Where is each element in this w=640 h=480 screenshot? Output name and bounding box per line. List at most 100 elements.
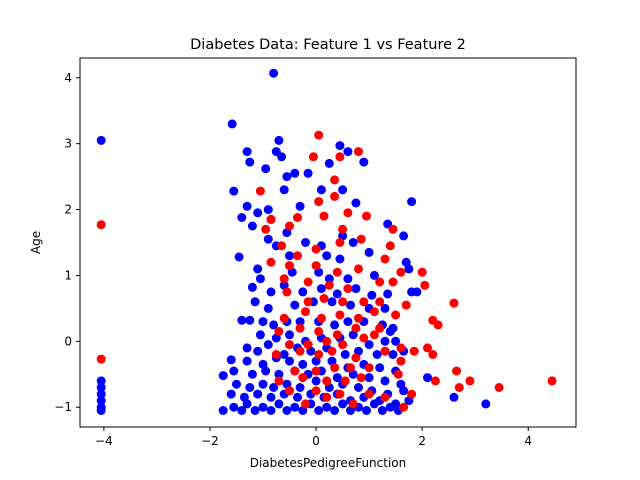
red-point [380,254,390,264]
blue-point [237,213,247,222]
blue-point [380,303,390,313]
red-point [388,224,398,234]
blue-point [258,402,268,412]
blue-point [332,373,342,383]
red-point [375,297,385,307]
red-point [335,152,345,162]
red-point [380,392,390,402]
blue-point [285,330,294,340]
y-axis-label: Age [29,231,43,254]
blue-point [372,350,382,359]
blue-point [255,330,265,340]
x-tick-label: 0 [312,434,320,448]
red-point [279,313,289,323]
red-point [417,267,427,277]
blue-point [351,284,361,294]
red-point [255,186,265,196]
blue-point [404,264,414,274]
red-point [274,327,284,336]
red-point [314,130,324,140]
blue-point [229,366,239,376]
blue-point [364,247,374,257]
red-point [311,261,321,271]
red-point [423,343,432,353]
red-point [407,389,417,399]
blue-point [343,147,353,157]
y-tick-label: 1 [64,268,72,282]
blue-point [332,289,342,299]
blue-point [324,158,334,168]
red-point [346,363,355,373]
blue-point [266,392,276,402]
red-point [362,211,371,221]
red-point [319,211,329,221]
blue-point [242,356,252,366]
blue-point [245,315,255,325]
red-point [314,350,324,359]
red-point [303,297,313,307]
red-point [348,399,358,409]
red-point [96,220,106,230]
blue-point [362,406,371,415]
blue-point [322,251,332,261]
blue-point [327,297,337,307]
blue-point [369,270,379,280]
red-point [295,323,305,333]
red-point [401,300,411,310]
blue-point [290,300,300,310]
blue-point [237,315,247,325]
red-point [298,373,308,383]
x-tick-label: −2 [201,434,219,448]
blue-point [340,350,350,359]
blue-point [298,359,308,369]
blue-point [218,371,228,381]
red-point [311,244,321,254]
blue-point [277,152,287,162]
red-point [319,294,329,303]
chart-title: Diabetes Data: Feature 1 vs Feature 2 [190,37,466,53]
red-point [279,274,289,284]
blue-point [218,406,228,415]
blue-point [253,208,263,218]
blue-point [290,402,300,412]
red-point [293,213,302,222]
y-tick-label: −1 [54,400,72,414]
blue-point [285,356,294,366]
blue-point [285,251,294,261]
blue-point [407,197,417,207]
red-point [338,340,348,350]
blue-point [263,205,273,215]
red-point [409,346,419,356]
blue-point [242,399,252,409]
red-point [375,277,385,287]
red-point [433,320,443,330]
blue-point [250,406,260,415]
red-point [322,376,332,386]
blue-point [330,406,340,415]
blue-point [335,141,345,151]
blue-point [295,201,305,211]
blue-point [226,355,236,365]
red-point [303,340,313,350]
blue-point [237,406,247,415]
red-point [330,191,340,201]
red-point [338,224,348,234]
red-point [295,346,305,356]
blue-point [229,186,239,196]
red-point [303,277,313,287]
red-point [420,280,430,290]
red-point [356,234,366,244]
red-point [399,402,409,412]
points-layer [96,68,557,415]
blue-point [388,350,398,359]
blue-point [303,168,313,178]
blue-point [258,317,268,327]
blue-point [245,157,255,167]
blue-point [316,284,326,294]
blue-point [263,303,273,313]
x-axis-label: DiabetesPedigreeFunction [250,456,407,470]
blue-point [247,282,257,292]
blue-point [245,383,255,392]
blue-point [346,300,355,310]
